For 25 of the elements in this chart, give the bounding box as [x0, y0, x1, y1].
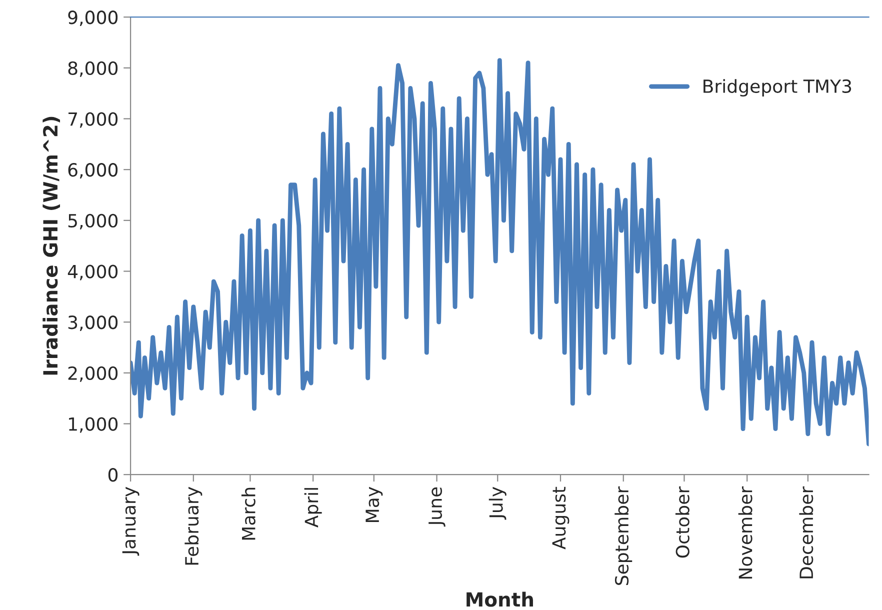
x-tick-label: January [122, 486, 140, 556]
y-axis-title: Irradiance GHI (W/m^2) [42, 116, 60, 375]
x-axis-title: Month [466, 592, 533, 607]
x-tick-label: August [552, 486, 570, 550]
x-tick-label: February [184, 486, 202, 565]
y-tick-label: 3,000 [68, 316, 118, 332]
x-tick-label: July [488, 486, 506, 520]
y-tick-label: 9,000 [68, 10, 118, 26]
x-tick-label: April [304, 488, 322, 528]
legend-label: Bridgeport TMY3 [704, 79, 852, 97]
y-tick-label: 8,000 [68, 61, 118, 77]
y-tick-label: 7,000 [68, 112, 118, 128]
y-tick-label: 0 [108, 468, 118, 482]
x-tick-label: November [738, 486, 752, 579]
x-tick-label: May [366, 486, 383, 522]
x-tick-label: October [675, 486, 690, 558]
y-tick-label: 6,000 [68, 163, 118, 179]
y-tick-label: 5,000 [68, 214, 118, 230]
x-tick-label: September [614, 486, 632, 585]
y-tick-label: 2,000 [68, 366, 118, 382]
x-tick-label: March [241, 488, 256, 540]
x-tick-label: June [428, 487, 446, 527]
x-tick-label: December [799, 486, 814, 578]
y-tick-label: 4,000 [68, 264, 118, 280]
y-tick-label: 1,000 [69, 417, 118, 433]
